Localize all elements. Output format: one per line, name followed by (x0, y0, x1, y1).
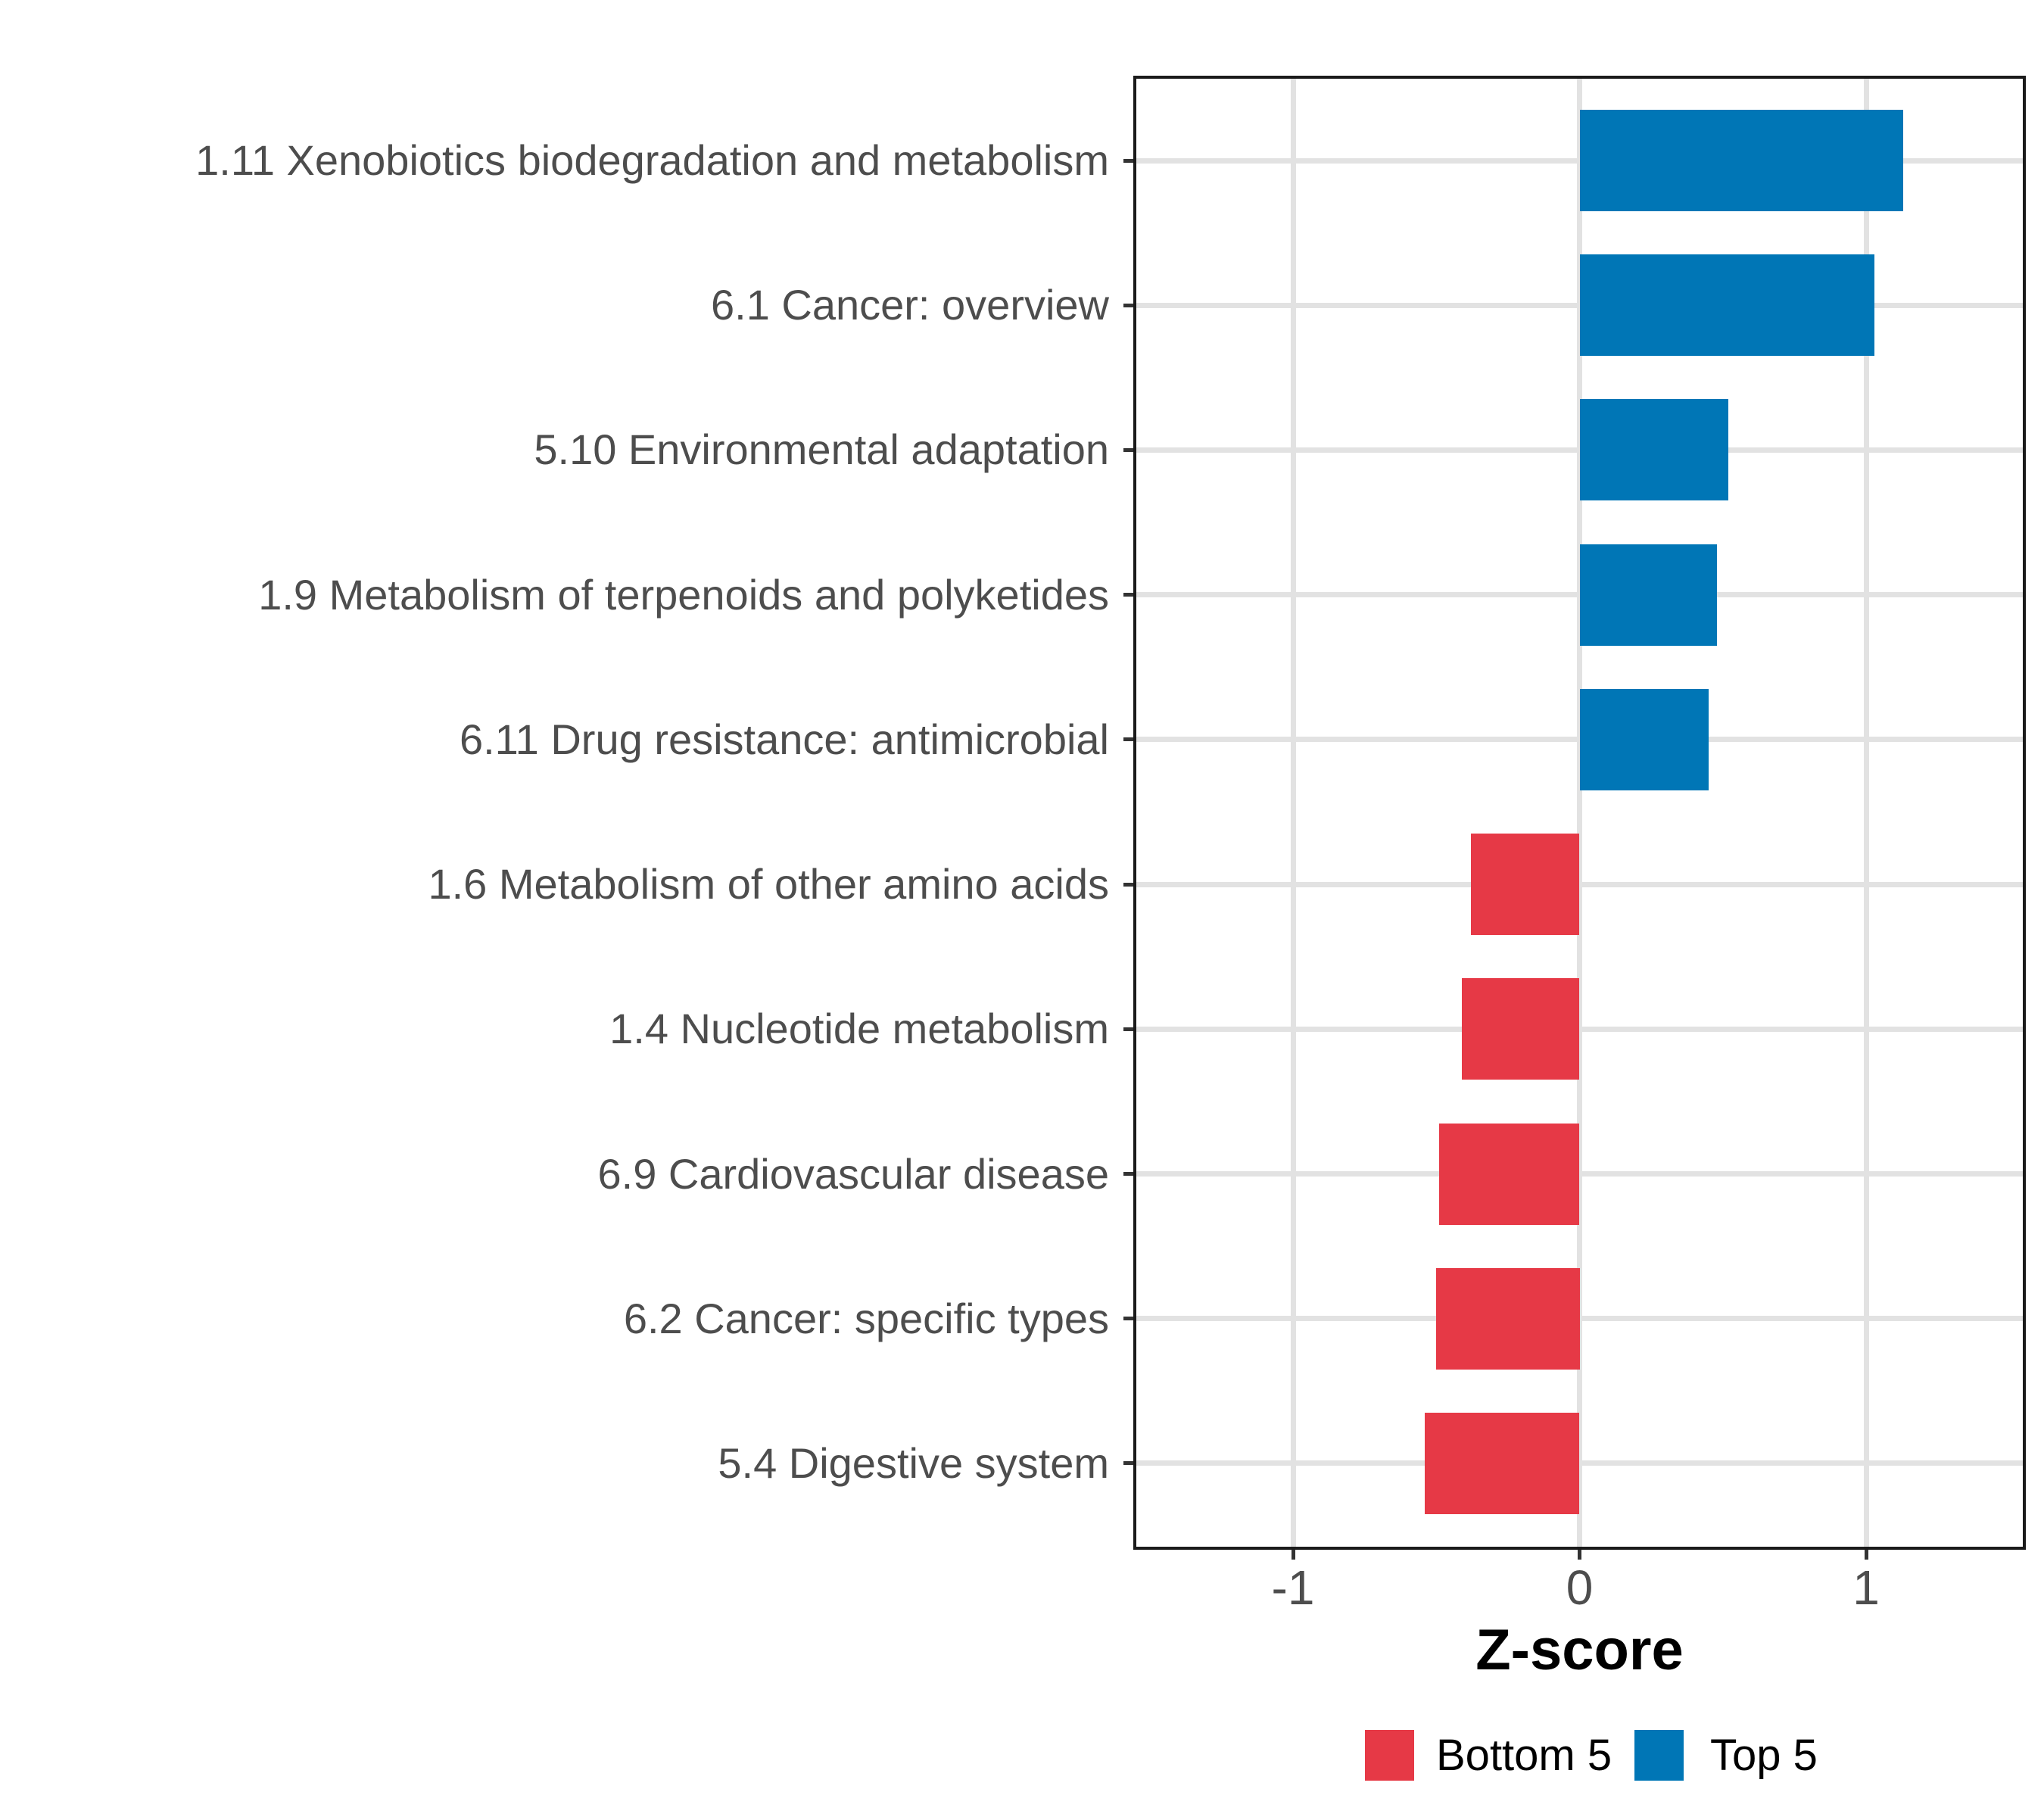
y-axis-label: 1.11 Xenobiotics biodegradation and meta… (195, 136, 1109, 184)
x-axis-title: Z-score (1475, 1618, 1684, 1682)
x-axis-tick (1864, 1550, 1868, 1560)
y-axis-tick (1123, 447, 1133, 452)
y-axis-tick (1123, 1461, 1133, 1466)
bar-top5 (1579, 399, 1729, 501)
legend-label-top5: Top 5 (1710, 1731, 1818, 1780)
y-axis-label: 1.9 Metabolism of terpenoids and polyket… (258, 570, 1109, 619)
legend-swatch-bottom5 (1365, 1730, 1414, 1781)
bar-bottom5 (1470, 834, 1580, 936)
bar-top5 (1579, 254, 1875, 357)
legend-swatch-top5 (1634, 1730, 1684, 1781)
x-axis-tick-label: 1 (1852, 1560, 1880, 1615)
y-axis-label: 5.10 Environmental adaptation (534, 425, 1109, 474)
y-axis-tick (1123, 737, 1133, 742)
y-gridline (1133, 1316, 2026, 1322)
bar-bottom5 (1436, 1267, 1580, 1370)
x-axis-tick-label: 0 (1566, 1560, 1594, 1615)
y-axis-tick (1123, 1317, 1133, 1321)
y-gridline (1133, 1171, 2026, 1177)
y-axis-label: 1.6 Metabolism of other amino acids (428, 860, 1109, 908)
y-gridline (1133, 881, 2026, 887)
y-axis-tick (1123, 882, 1133, 887)
bar-bottom5 (1425, 1412, 1580, 1514)
x-axis-tick (1291, 1550, 1295, 1560)
y-axis-label: 6.2 Cancer: specific types (623, 1294, 1109, 1342)
y-axis-tick (1123, 593, 1133, 597)
x-gridline (1863, 76, 1869, 1550)
y-axis-label: 5.4 Digestive system (718, 1438, 1109, 1487)
y-axis-tick (1123, 1027, 1133, 1031)
x-gridline (1577, 76, 1582, 1550)
bar-top5 (1579, 110, 1904, 211)
y-gridline (1133, 1026, 2026, 1032)
y-axis-tick (1123, 158, 1133, 163)
legend-label-bottom5: Bottom 5 (1436, 1731, 1612, 1780)
x-gridline (1290, 76, 1296, 1550)
y-axis-label: 6.11 Drug resistance: antimicrobial (459, 715, 1109, 763)
bar-bottom5 (1439, 1123, 1580, 1225)
bar-top5 (1579, 544, 1718, 646)
bar-bottom5 (1462, 978, 1580, 1080)
y-axis-label: 6.9 Cardiovascular disease (597, 1149, 1109, 1198)
x-axis-tick-label: -1 (1271, 1560, 1315, 1615)
x-axis-tick (1578, 1550, 1581, 1560)
y-axis-label: 6.1 Cancer: overview (710, 281, 1109, 329)
y-axis-label: 1.4 Nucleotide metabolism (609, 1005, 1109, 1053)
y-axis-tick (1123, 303, 1133, 307)
y-gridline (1133, 1460, 2026, 1466)
y-axis-tick (1123, 1172, 1133, 1177)
bar-top5 (1579, 688, 1709, 790)
